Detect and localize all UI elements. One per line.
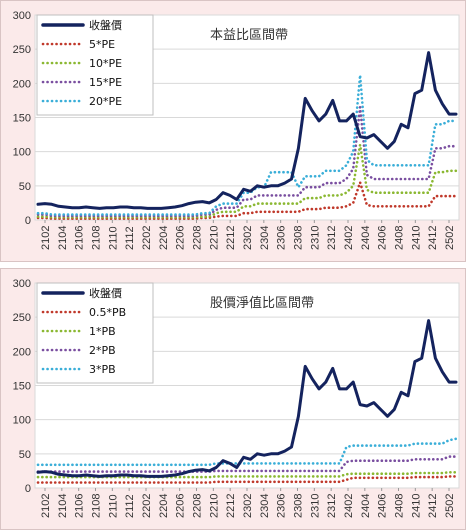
x-tick-label: 2404 [360, 226, 372, 250]
legend-box [36, 282, 154, 384]
pb-band-chart: 0 50 100 150 200 250 300 2102 2104 2106 2108 2110 21… [13, 278, 460, 518]
y-tick-label: 0 [25, 215, 31, 227]
x-tick-label: 2110 [107, 494, 119, 518]
series-line-1 [36, 475, 458, 484]
x-tick-label: 2502 [444, 226, 456, 250]
x-tick-label: 2102 [40, 226, 52, 250]
x-tick-label: 2312 [326, 226, 338, 250]
series-line-3 [36, 455, 458, 473]
y-tick-label: 50 [19, 181, 31, 193]
pe-band-chart: 0 50 100 150 200 250 300 2102 2104 2106 2108 2110 21… [13, 10, 460, 250]
x-tick-label: 2104 [57, 226, 69, 250]
y-tick-label: 150 [13, 113, 31, 125]
x-tick-label: 2104 [57, 494, 69, 518]
x-tick-label: 2310 [309, 494, 321, 518]
x-tick-label: 2208 [192, 226, 204, 250]
x-tick-label: 2108 [91, 226, 103, 250]
series-line-3 [36, 105, 458, 218]
x-tick-label: 2102 [40, 494, 52, 518]
x-tick-label: 2210 [208, 494, 220, 518]
x-tick-label: 2204 [158, 226, 170, 250]
x-tick-label: 2302 [242, 226, 254, 250]
x-tick-label: 2212 [225, 226, 237, 250]
series-line-0 [36, 51, 458, 210]
y-tick-label: 300 [13, 278, 31, 290]
x-tick-label: 2502 [444, 494, 456, 518]
y-tick-label: 200 [13, 78, 31, 90]
x-tick-label: 2112 [124, 226, 136, 250]
x-tick-label: 2106 [74, 494, 86, 518]
x-tick-label: 2206 [175, 226, 187, 250]
x-tick-label: 2408 [394, 226, 406, 250]
x-tick-label: 2110 [107, 226, 119, 250]
series-line-4 [36, 437, 458, 467]
x-tick-label: 2306 [276, 494, 288, 518]
x-tick-label: 2406 [377, 226, 389, 250]
chart-title: 股價淨值比區間帶 [210, 295, 314, 311]
y-tick-label: 250 [13, 312, 31, 324]
y-tick-label: 100 [13, 147, 31, 159]
legend-entry: 5*PE [89, 38, 115, 51]
x-tick-label: 2308 [293, 494, 305, 518]
x-tick-label: 2406 [377, 494, 389, 518]
x-tick-label: 2410 [410, 494, 422, 518]
pe-band-chart-panel: 0 50 100 150 200 250 300 2102 2104 2106 2108 2110 21… [0, 0, 466, 262]
x-tick-label: 2208 [192, 494, 204, 518]
legend-entry: 10*PE [89, 57, 122, 70]
legend-entry: 15*PE [89, 76, 122, 89]
legend-box [36, 14, 154, 116]
legend: 收盤價 5*PE 10*PE 15*PE 20*PE [36, 14, 154, 116]
x-tick-label: 2304 [259, 494, 271, 518]
legend-entry: 3*PB [89, 363, 116, 376]
x-tick-label: 2412 [427, 226, 439, 250]
legend: 收盤價 0.5*PB 1*PB 2*PB 3*PB [36, 282, 154, 384]
x-tick-label: 2302 [242, 494, 254, 518]
x-tick-label: 2212 [225, 494, 237, 518]
x-tick-label: 2204 [158, 494, 170, 518]
legend-entry: 1*PB [89, 325, 116, 338]
x-tick-label: 2112 [124, 494, 136, 518]
x-tick-label: 2408 [394, 494, 406, 518]
x-tick-label: 2304 [259, 226, 271, 250]
y-tick-label: 300 [13, 10, 31, 22]
legend-entry: 0.5*PB [89, 306, 126, 319]
series-line-1 [36, 181, 458, 220]
x-tick-label: 2402 [343, 494, 355, 518]
x-tick-label: 2412 [427, 494, 439, 518]
x-tick-label: 2202 [141, 494, 153, 518]
y-tick-label: 250 [13, 44, 31, 56]
y-tick-label: 150 [13, 381, 31, 393]
legend-entry: 2*PB [89, 344, 116, 357]
x-tick-label: 2106 [74, 226, 86, 250]
x-tick-label: 2206 [175, 494, 187, 518]
y-tick-label: 50 [19, 449, 31, 461]
chart-title: 本益比區間帶 [210, 28, 288, 43]
pb-band-chart-panel: 0 50 100 150 200 250 300 2102 2104 2106 2108 2110 21… [0, 268, 466, 530]
x-tick-label: 2108 [91, 494, 103, 518]
y-tick-label: 200 [13, 346, 31, 358]
legend-entry: 收盤價 [89, 18, 122, 32]
legend-entry: 20*PE [89, 95, 122, 108]
y-tick-label: 100 [13, 415, 31, 427]
x-tick-label: 2308 [293, 226, 305, 250]
series-line-4 [36, 73, 458, 216]
x-tick-label: 2202 [141, 226, 153, 250]
x-tick-label: 2312 [326, 494, 338, 518]
x-tick-label: 2306 [276, 226, 288, 250]
x-tick-label: 2410 [410, 226, 422, 250]
x-tick-label: 2210 [208, 226, 220, 250]
legend-entry: 收盤價 [89, 286, 122, 300]
x-tick-label: 2404 [360, 494, 372, 518]
series-line-0 [36, 319, 458, 478]
x-tick-label: 2310 [309, 226, 321, 250]
x-tick-label: 2402 [343, 226, 355, 250]
y-tick-label: 0 [25, 483, 31, 495]
series-line-2 [36, 143, 458, 219]
